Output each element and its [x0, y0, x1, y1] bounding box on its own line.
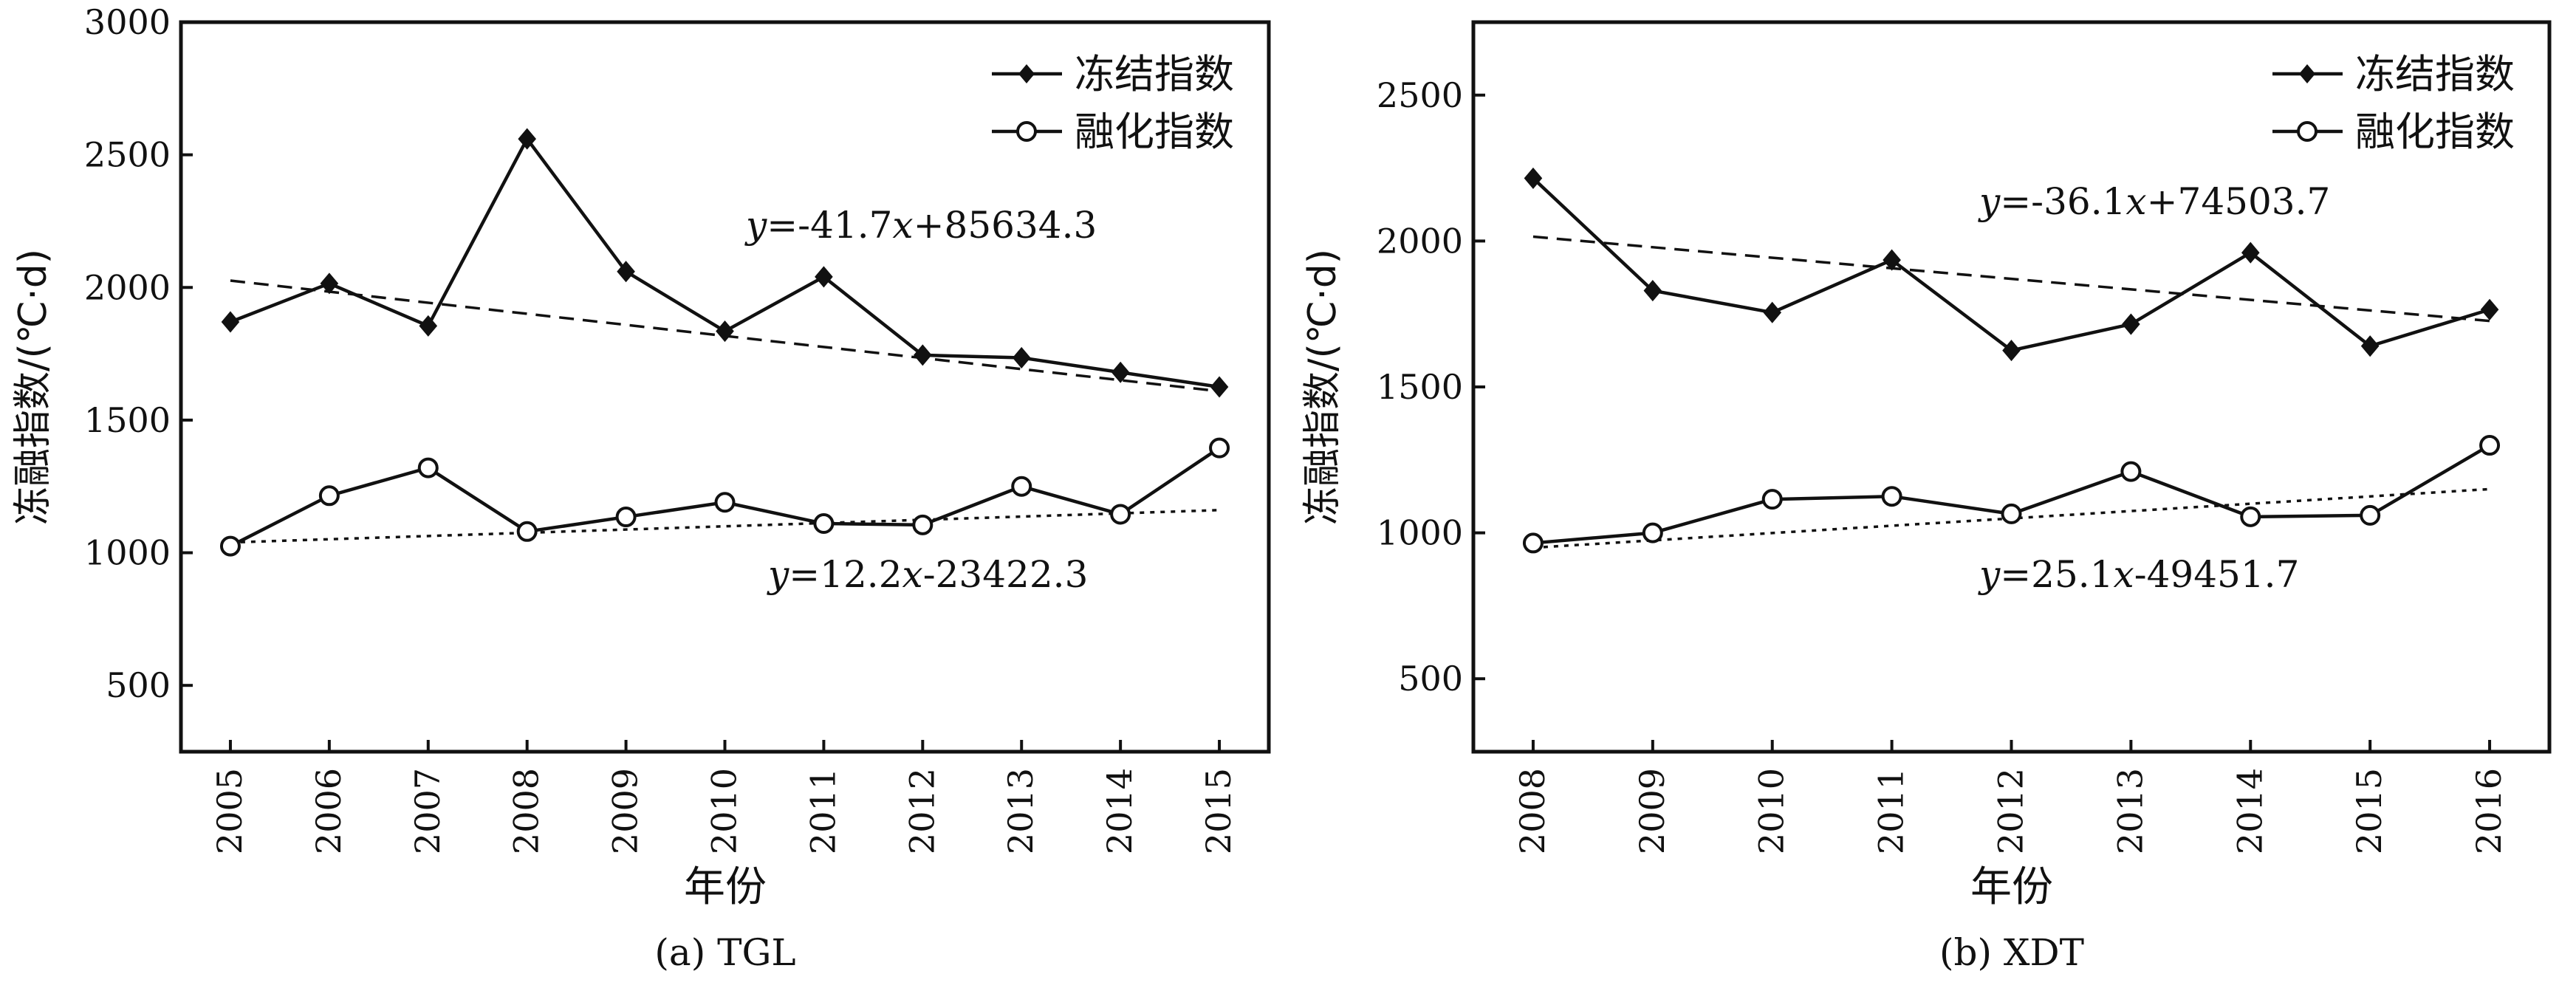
trendline-equation: y=-41.7x+85634.3: [744, 204, 1097, 247]
y-tick-label: 2500: [1377, 75, 1463, 115]
x-tick-label: 2015: [2349, 768, 2389, 854]
data-point-circle: [1522, 532, 1544, 554]
trendline-equation: y=-36.1x+74503.7: [1978, 180, 2330, 223]
data-point-diamond: [716, 320, 734, 343]
x-tick-label: 2015: [1199, 768, 1239, 854]
data-point-diamond: [419, 315, 438, 337]
data-point-circle: [318, 485, 340, 507]
data-point-diamond: [1210, 376, 1229, 398]
legend-marker-circle: [1016, 121, 1037, 142]
data-point-diamond: [1111, 361, 1130, 383]
data-point-diamond: [2241, 241, 2260, 264]
x-tick-label: 2011: [1871, 768, 1911, 854]
data-point-circle: [1881, 486, 1902, 507]
x-tick-label: 2016: [2469, 768, 2509, 854]
series-line-thawing-index: [1532, 444, 2491, 545]
legend-label: 融化指数: [1075, 109, 1234, 155]
data-point-diamond: [2002, 340, 2021, 362]
data-point-circle: [1209, 437, 1230, 459]
y-tick-label: 2000: [1377, 221, 1463, 261]
data-point-diamond: [320, 272, 339, 295]
data-point-circle: [1761, 489, 1783, 510]
x-tick-label: 2014: [1100, 768, 1140, 854]
chart-panel-a: 500 1000 1500 2000 2500 3000 2005 2006 2007 2008 2…: [11, 2, 1271, 974]
data-point-diamond: [815, 266, 833, 288]
y-tick-label: 3000: [84, 2, 171, 42]
x-axis-title: 年份: [684, 863, 767, 911]
y-tick-label: 1500: [1377, 367, 1463, 407]
y-tick-label: 1000: [84, 533, 171, 573]
panel-caption: (b) XDT: [1939, 931, 2084, 974]
x-tick-label: 2013: [1001, 768, 1041, 854]
x-axis-title: 年份: [1970, 863, 2053, 911]
legend-label: 冻结指数: [1075, 51, 1234, 97]
data-point-circle: [1642, 522, 1663, 543]
legend-marker-diamond: [1018, 64, 1035, 83]
data-point-circle: [1110, 504, 1131, 525]
trendline-thawing: [230, 509, 1220, 544]
y-tick-label: 1000: [1377, 513, 1463, 553]
x-tick-label: 2012: [1991, 768, 2031, 854]
data-point-circle: [2001, 503, 2022, 524]
data-point-circle: [714, 492, 736, 513]
y-axis-title: 冻融指数/(℃·d): [1301, 249, 1345, 525]
x-tick-label: 2014: [2230, 768, 2270, 854]
x-tick-label: 2012: [902, 768, 942, 854]
x-tick-label: 2011: [803, 768, 843, 854]
data-point-circle: [219, 535, 241, 557]
data-point-circle: [417, 457, 439, 478]
x-tick-label: 2005: [210, 768, 250, 854]
y-tick-label: 2500: [84, 135, 171, 175]
trendline-freezing: [1532, 235, 2490, 323]
data-point-circle: [1011, 476, 1032, 497]
series-line-freezing-index: [230, 135, 1220, 389]
data-point-diamond: [221, 311, 240, 333]
legend-marker-diamond: [2299, 64, 2315, 83]
data-point-diamond: [2480, 298, 2499, 320]
data-point-circle: [516, 521, 538, 542]
y-tick-label: 1500: [84, 400, 171, 440]
data-point-circle: [912, 514, 934, 535]
data-point-diamond: [2360, 335, 2380, 357]
y-tick-label: 2000: [84, 267, 171, 307]
data-point-circle: [2360, 504, 2381, 526]
data-point-diamond: [2122, 313, 2140, 335]
x-tick-label: 2010: [705, 768, 744, 854]
data-point-circle: [2479, 435, 2501, 456]
x-tick-label: 2009: [606, 768, 645, 854]
data-point-diamond: [518, 128, 536, 150]
data-point-diamond: [1883, 249, 1901, 271]
y-tick-label: 500: [106, 665, 171, 705]
data-point-diamond: [914, 344, 932, 366]
x-tick-label: 2008: [507, 768, 547, 854]
data-point-diamond: [1643, 280, 1662, 302]
legend-label: 融化指数: [2355, 109, 2515, 155]
y-axis-title: 冻融指数/(℃·d): [11, 249, 55, 525]
x-tick-label: 2013: [2110, 768, 2150, 854]
x-tick-label: 2010: [1752, 768, 1792, 854]
y-tick-label: 500: [1398, 659, 1463, 699]
x-tick-label: 2007: [408, 768, 448, 854]
data-point-diamond: [1763, 301, 1782, 323]
x-tick-label: 2009: [1632, 768, 1672, 854]
data-point-diamond: [617, 261, 635, 283]
data-point-circle: [615, 507, 637, 528]
legend-marker-circle: [2297, 121, 2318, 142]
trendline-equation: y=25.1x-49451.7: [1978, 553, 2299, 596]
chart-panel-b: 500 1000 1500 2000 2500 2008 2009 2010 2011 2012 2…: [1301, 20, 2552, 974]
data-point-circle: [813, 513, 835, 535]
x-tick-label: 2008: [1513, 768, 1552, 854]
data-point-diamond: [1012, 346, 1031, 369]
data-point-circle: [2120, 461, 2142, 482]
trendline-equation: y=12.2x-23422.3: [767, 553, 1088, 596]
legend-label: 冻结指数: [2355, 51, 2515, 97]
data-point-diamond: [1524, 167, 1543, 189]
data-point-circle: [2240, 506, 2261, 527]
panel-caption: (a) TGL: [654, 931, 795, 974]
x-tick-label: 2006: [309, 768, 349, 854]
